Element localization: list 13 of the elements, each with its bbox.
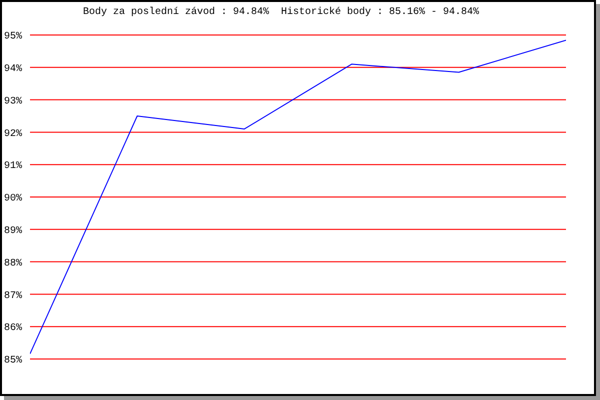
line-series	[30, 40, 566, 354]
y-tick-label: 90%	[4, 194, 22, 205]
y-tick-label: 86%	[4, 323, 22, 334]
y-tick-label: 92%	[4, 128, 22, 140]
chart-title: Body za poslední závod : 94.84% Historické body : 85.16% - 94.84%	[82, 7, 480, 18]
y-tick-label: 85%	[4, 356, 22, 367]
y-tick-label: 95%	[4, 32, 22, 43]
y-tick-label: 94%	[4, 64, 22, 75]
y-tick-label: 91%	[4, 161, 22, 172]
y-tick-label: 89%	[4, 226, 22, 237]
y-tick-label: 87%	[4, 290, 22, 302]
y-tick-label: 93%	[4, 96, 22, 108]
y-tick-label: 88%	[4, 258, 22, 270]
